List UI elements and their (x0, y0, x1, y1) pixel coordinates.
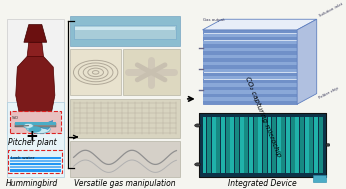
Polygon shape (202, 69, 297, 72)
Polygon shape (202, 83, 297, 87)
Polygon shape (202, 30, 297, 104)
Text: Solution inlet: Solution inlet (318, 2, 343, 18)
Bar (7, 102, 64, 177)
Polygon shape (16, 57, 55, 120)
Bar (304, 117, 309, 173)
Bar (217, 117, 220, 173)
Polygon shape (202, 94, 297, 97)
Bar (70, 141, 180, 177)
Polygon shape (202, 34, 297, 37)
Polygon shape (202, 58, 297, 62)
Circle shape (195, 163, 201, 166)
Bar (10, 169, 61, 171)
Bar (249, 117, 253, 173)
Polygon shape (202, 97, 297, 101)
Bar (10, 111, 61, 132)
Polygon shape (27, 42, 44, 57)
Polygon shape (202, 41, 297, 44)
Bar (254, 117, 257, 173)
Bar (230, 117, 234, 173)
Text: Pitcher plant: Pitcher plant (8, 138, 56, 147)
Bar (313, 175, 327, 182)
Text: Lock water: Lock water (11, 156, 34, 160)
Bar (202, 117, 207, 173)
Bar (272, 117, 276, 173)
Bar (309, 117, 313, 173)
Text: Peltier chip: Peltier chip (318, 86, 339, 100)
Polygon shape (202, 51, 297, 55)
Text: Versatile gas manipulation: Versatile gas manipulation (74, 179, 176, 187)
Bar (10, 160, 61, 162)
Bar (212, 117, 216, 173)
Polygon shape (202, 48, 297, 51)
Bar (244, 117, 248, 173)
Bar (70, 49, 121, 95)
Bar (10, 157, 61, 159)
Bar (10, 163, 61, 165)
Bar (199, 113, 327, 177)
Text: Gas output: Gas output (202, 18, 224, 22)
Bar (300, 117, 304, 173)
Bar (221, 117, 225, 173)
Circle shape (326, 144, 330, 146)
Bar (15, 123, 56, 127)
Bar (8, 150, 62, 173)
Polygon shape (202, 62, 297, 65)
Polygon shape (202, 44, 297, 48)
Polygon shape (202, 101, 297, 104)
Polygon shape (202, 65, 297, 69)
Text: Integrated Device: Integrated Device (228, 179, 297, 187)
Text: SiO: SiO (11, 116, 18, 120)
Polygon shape (202, 19, 317, 30)
Polygon shape (202, 73, 297, 76)
Bar (75, 27, 175, 30)
Bar (122, 49, 180, 95)
Polygon shape (202, 90, 297, 94)
Ellipse shape (24, 123, 33, 128)
Polygon shape (202, 37, 297, 40)
Bar (263, 117, 267, 173)
Bar (267, 117, 272, 173)
Bar (15, 122, 56, 125)
Bar (74, 25, 176, 39)
Polygon shape (202, 55, 297, 58)
Polygon shape (202, 26, 297, 30)
Polygon shape (24, 25, 47, 42)
Bar (235, 117, 239, 173)
Bar (258, 117, 262, 173)
Polygon shape (297, 19, 317, 104)
Polygon shape (202, 87, 297, 90)
Text: CO₂ capturing microchip: CO₂ capturing microchip (244, 76, 282, 158)
Bar (207, 117, 211, 173)
Bar (277, 117, 281, 173)
Polygon shape (202, 80, 297, 83)
Bar (286, 117, 290, 173)
Ellipse shape (26, 123, 50, 133)
Bar (295, 117, 299, 173)
Bar (226, 117, 230, 173)
Bar (70, 99, 180, 138)
Polygon shape (37, 121, 53, 129)
Polygon shape (202, 30, 297, 33)
Bar (7, 19, 64, 134)
Circle shape (195, 124, 201, 127)
Polygon shape (202, 76, 297, 79)
Ellipse shape (28, 126, 42, 132)
Bar (291, 117, 295, 173)
Bar (314, 117, 318, 173)
Bar (281, 117, 285, 173)
Bar (240, 117, 244, 173)
Bar (70, 16, 180, 46)
Text: Hummingbird: Hummingbird (6, 179, 58, 187)
Bar (10, 166, 61, 168)
Text: +: + (26, 129, 38, 144)
Bar (319, 117, 322, 173)
Bar (199, 113, 327, 177)
